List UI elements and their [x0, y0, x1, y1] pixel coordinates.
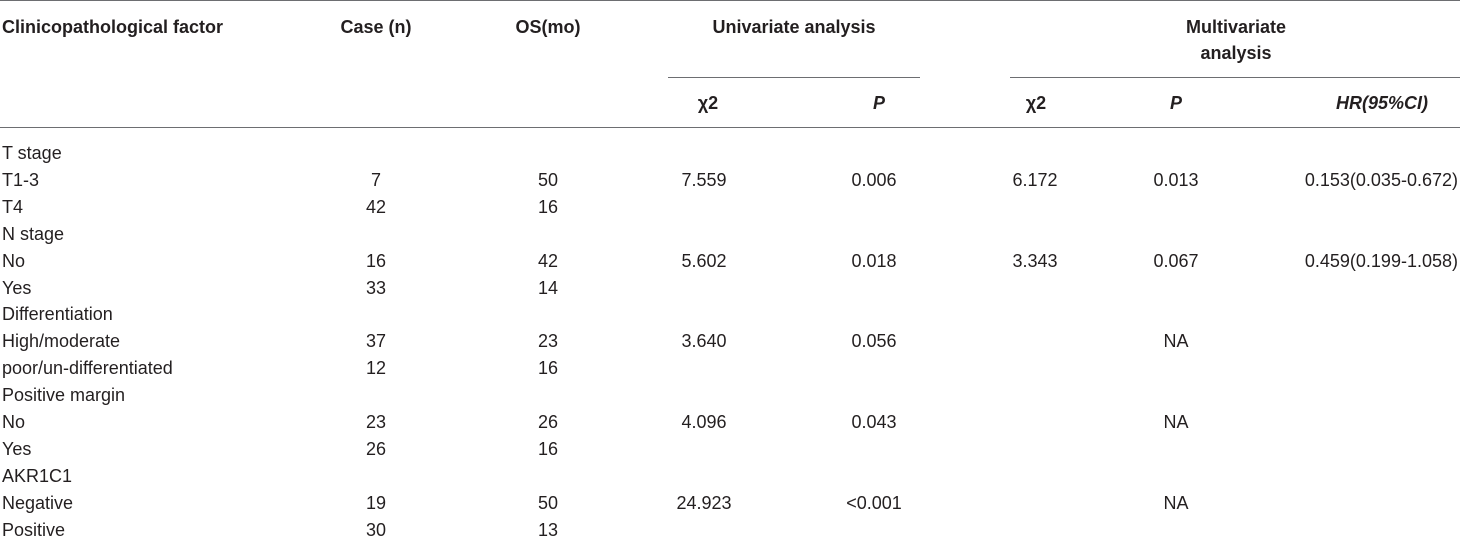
cell-p-multi: 0.013 [1153, 170, 1199, 190]
cell-factor: Positive [2, 520, 66, 540]
header-os: OS(mo) [515, 17, 581, 37]
cell-cases: 16 [365, 251, 387, 271]
cell-cases: 30 [365, 520, 387, 540]
multivariate-span-rule [1010, 77, 1460, 78]
header-factor: Clinicopathological factor [2, 17, 224, 37]
header-p-uni: P [872, 93, 886, 113]
header-chi2-multi: χ2 [1025, 93, 1047, 113]
header-multivariate-line1: Multivariate [1185, 17, 1287, 37]
header-chi2-uni: χ2 [697, 93, 719, 113]
cell-factor: T1-3 [2, 170, 40, 190]
cell-p-multi: 0.067 [1153, 251, 1199, 271]
cell-hr: 0.153(0.035-0.672) [1304, 170, 1458, 190]
cell-chi2-uni: 24.923 [676, 493, 732, 513]
cell-factor: No [2, 251, 26, 271]
cell-p-multi: NA [1163, 493, 1189, 513]
header-multivariate-line2: analysis [1200, 43, 1272, 63]
cell-chi2-uni: 5.602 [681, 251, 727, 271]
header-univariate: Univariate analysis [712, 17, 876, 37]
cell-p-uni: 0.018 [851, 251, 897, 271]
cell-cases: 12 [365, 358, 387, 378]
cell-chi2-uni: 3.640 [681, 331, 727, 351]
cell-factor: Yes [2, 439, 32, 459]
cell-cases: 33 [365, 278, 387, 298]
cell-os: 42 [537, 251, 559, 271]
cell-factor: Negative [2, 493, 74, 513]
cell-os: 16 [537, 197, 559, 217]
cell-cases: 37 [365, 331, 387, 351]
cell-cases: 42 [365, 197, 387, 217]
cell-os: 14 [537, 278, 559, 298]
cell-os: 23 [537, 331, 559, 351]
univariate-span-rule [668, 77, 920, 78]
cell-factor: T4 [2, 197, 24, 217]
cell-p-uni: 0.056 [851, 331, 897, 351]
cell-os: 16 [537, 358, 559, 378]
header-hr: HR(95%CI) [1335, 93, 1428, 113]
cell-hr: 0.459(0.199-1.058) [1304, 251, 1458, 271]
cell-factor: N stage [2, 224, 65, 244]
cell-chi2-uni: 7.559 [681, 170, 727, 190]
cell-os: 50 [537, 493, 559, 513]
cell-factor: Yes [2, 278, 32, 298]
cell-cases: 26 [365, 439, 387, 459]
cell-factor: Positive margin [2, 385, 126, 405]
cell-os: 26 [537, 412, 559, 432]
cell-cases: 23 [365, 412, 387, 432]
cell-factor: T stage [2, 143, 62, 163]
cell-cases: 7 [370, 170, 382, 190]
header-p-multi: P [1169, 93, 1183, 113]
cell-os: 13 [537, 520, 559, 540]
cell-factor: AKR1C1 [2, 466, 73, 486]
header-bottom-rule [0, 127, 1460, 128]
table-top-rule [0, 0, 1460, 1]
cell-chi2-uni: 4.096 [681, 412, 727, 432]
cell-chi2-multi: 3.343 [1012, 251, 1058, 271]
cell-p-multi: NA [1163, 412, 1189, 432]
cell-factor: poor/un-differentiated [2, 358, 173, 378]
cell-p-uni: 0.043 [851, 412, 897, 432]
cell-p-uni: <0.001 [846, 493, 902, 513]
cell-factor: High/moderate [2, 331, 121, 351]
cell-cases: 19 [365, 493, 387, 513]
cell-os: 50 [537, 170, 559, 190]
header-cases: Case (n) [340, 17, 412, 37]
cell-factor: Differentiation [2, 304, 113, 324]
cell-factor: No [2, 412, 26, 432]
cell-os: 16 [537, 439, 559, 459]
cell-chi2-multi: 6.172 [1012, 170, 1058, 190]
cell-p-uni: 0.006 [851, 170, 897, 190]
cell-p-multi: NA [1163, 331, 1189, 351]
